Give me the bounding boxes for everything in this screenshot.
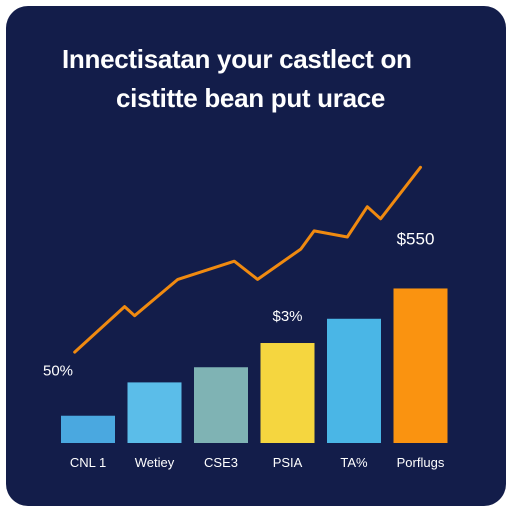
category-label: TA%: [340, 455, 368, 470]
bar-4: [260, 343, 315, 443]
trend-line: [73, 165, 422, 354]
bar-1: [61, 415, 115, 443]
chart-title-line-1: Innectisatan your castlect on: [62, 44, 412, 74]
data-label: $3%: [272, 308, 302, 325]
category-label: Wetiey: [135, 455, 175, 470]
category-label: PSIA: [273, 455, 303, 470]
bar-5: [327, 318, 381, 443]
data-label: 50%: [43, 363, 73, 380]
category-label: Porflugs: [397, 455, 445, 470]
chart-title-line-2: cistitte bean put urace: [116, 83, 386, 113]
bar-6: [393, 288, 448, 443]
category-label: CNL 1: [70, 455, 106, 470]
bar-2: [127, 382, 182, 443]
category-label: CSE3: [204, 455, 238, 470]
bar-3: [194, 367, 248, 443]
data-label: $550: [397, 229, 435, 248]
